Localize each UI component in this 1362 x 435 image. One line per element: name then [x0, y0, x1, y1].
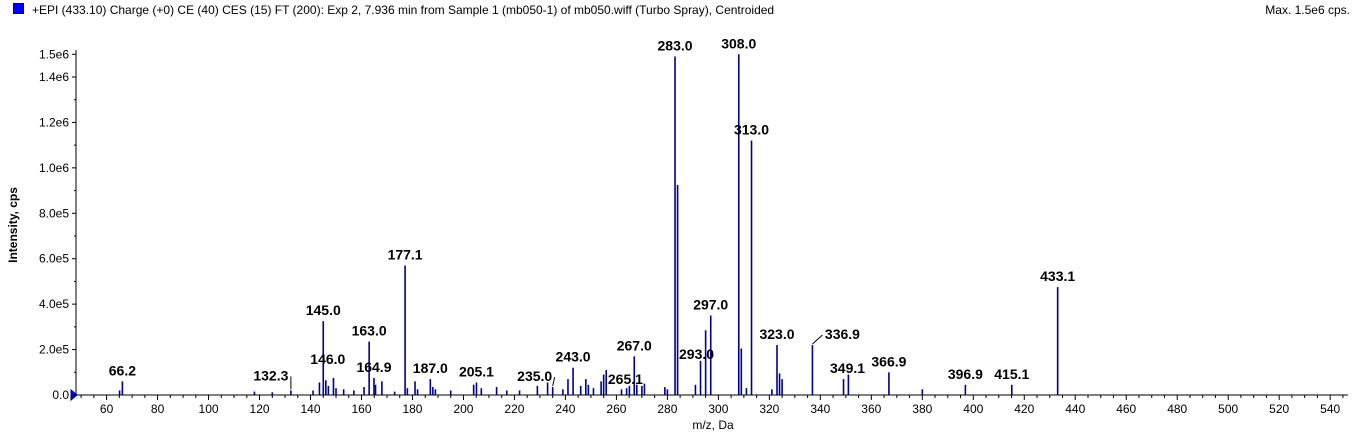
peak-label: 145.0 — [306, 302, 341, 318]
peak-label: 323.0 — [759, 326, 794, 342]
y-tick-label: 6.0e5 — [39, 252, 69, 266]
x-tick-label: 200 — [453, 402, 473, 416]
x-tick-label: 260 — [606, 402, 626, 416]
peak-label: 187.0 — [413, 360, 448, 376]
x-tick-label: 220 — [504, 402, 524, 416]
y-tick-label: 1.4e6 — [39, 70, 69, 84]
y-tick-label: 8.0e5 — [39, 206, 69, 220]
max-intensity-label: Max. 1.5e6 cps. — [1265, 3, 1350, 17]
chart-title: +EPI (433.10) Charge (+0) CE (40) CES (1… — [32, 3, 775, 17]
peak-label: 163.0 — [352, 323, 387, 339]
peak-label: 415.1 — [994, 366, 1029, 382]
y-tick-label: 1.2e6 — [39, 115, 69, 129]
y-tick-label: 4.0e5 — [39, 297, 69, 311]
peak-label: 293.0 — [679, 346, 714, 362]
peak-label: 297.0 — [693, 296, 728, 312]
x-tick-label: 440 — [1065, 402, 1085, 416]
chart-header: +EPI (433.10) Charge (+0) CE (40) CES (1… — [0, 0, 1362, 22]
peak-label: 349.1 — [830, 360, 865, 376]
chart-axes: 60 80 100 120 140 160 180 200 220 240 260 280 300 320… — [39, 47, 1348, 416]
x-tick-label: 180 — [402, 402, 422, 416]
x-tick-label: 500 — [1218, 402, 1238, 416]
x-tick-label: 380 — [912, 402, 932, 416]
peak-label: 267.0 — [617, 337, 652, 353]
y-tick-label: 1.5e6 — [39, 47, 69, 61]
x-tick-label: 120 — [250, 402, 270, 416]
x-tick-label: 540 — [1320, 402, 1340, 416]
x-tick-label: 420 — [1014, 402, 1034, 416]
y-tick-label: 0.0 — [52, 388, 69, 402]
peak-label: 146.0 — [310, 351, 345, 367]
peak-label: 164.9 — [356, 359, 391, 375]
x-tick-label: 400 — [963, 402, 983, 416]
x-tick-label: 80 — [151, 402, 165, 416]
peak-label: 265.1 — [608, 371, 643, 387]
peak-label: 66.2 — [109, 362, 136, 378]
series-color-swatch — [13, 3, 24, 14]
peak-label: 132.3 — [253, 367, 288, 383]
y-axis-title: Intensity, cps — [6, 187, 20, 263]
x-tick-label: 460 — [1116, 402, 1136, 416]
peak-label: 308.0 — [721, 35, 756, 51]
peak-label: 235.0 — [517, 368, 552, 384]
peak-label: 243.0 — [556, 349, 591, 365]
x-axis-title: m/z, Da — [692, 418, 734, 432]
peak-label: 313.0 — [734, 122, 769, 138]
label-leader-line — [552, 376, 556, 387]
x-tick-label: 360 — [861, 402, 881, 416]
spectrum-peaks — [118, 54, 1059, 395]
x-tick-label: 320 — [759, 402, 779, 416]
x-tick-label: 140 — [301, 402, 321, 416]
x-tick-label: 480 — [1167, 402, 1187, 416]
y-tick-label: 1.0e6 — [39, 161, 69, 175]
peak-label: 433.1 — [1040, 268, 1075, 284]
y-tick-label: 2.0e5 — [39, 343, 69, 357]
x-tick-label: 160 — [351, 402, 371, 416]
x-tick-label: 100 — [199, 402, 219, 416]
peak-label: 177.1 — [388, 247, 423, 263]
label-leader-line — [812, 334, 823, 345]
label-leader-lines — [290, 334, 823, 390]
x-tick-label: 240 — [555, 402, 575, 416]
x-tick-label: 520 — [1269, 402, 1289, 416]
x-tick-label: 280 — [657, 402, 677, 416]
x-tick-label: 300 — [708, 402, 728, 416]
peak-label: 366.9 — [871, 353, 906, 369]
peak-label: 336.9 — [825, 326, 860, 342]
peak-label: 283.0 — [658, 38, 693, 54]
peak-label: 396.9 — [948, 366, 983, 382]
peak-label: 205.1 — [459, 364, 494, 380]
x-tick-label: 340 — [810, 402, 830, 416]
x-tick-label: 60 — [100, 402, 114, 416]
peak-labels: 66.2 132.3 145.0 146.0 163.0 164.9 177.1 187.0 2… — [109, 35, 1076, 387]
